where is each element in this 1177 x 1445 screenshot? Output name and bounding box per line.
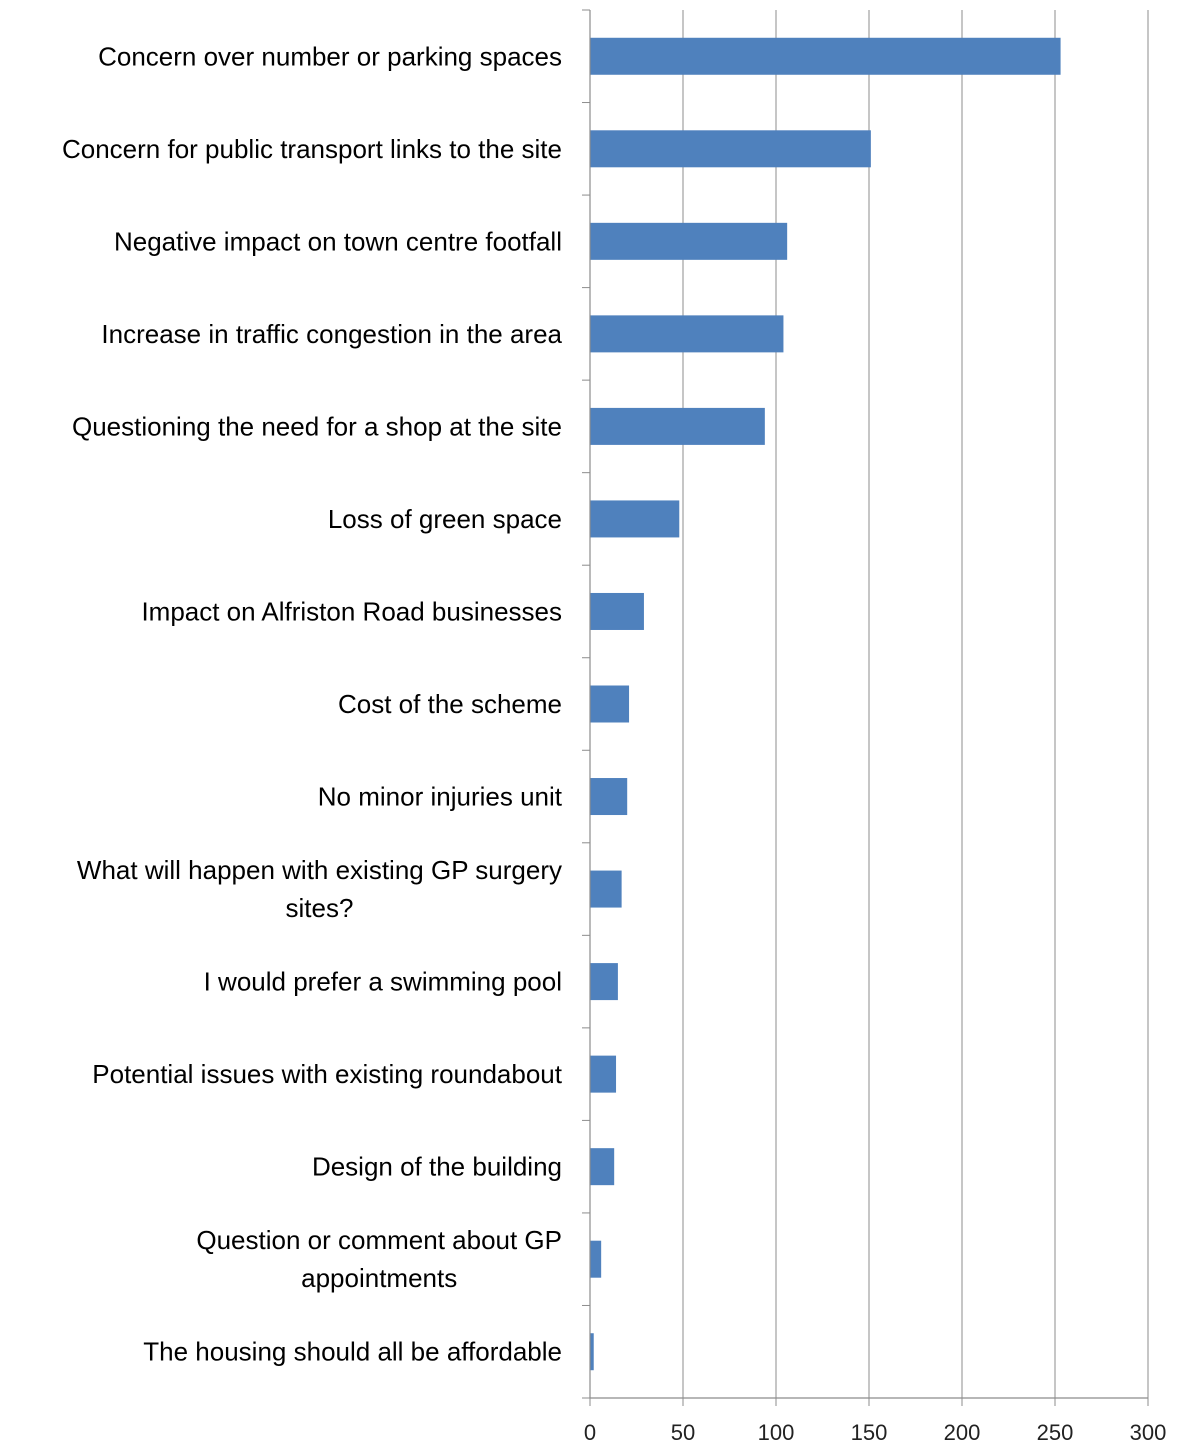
category-label: Questioning the need for a shop at the s…: [72, 411, 562, 441]
category-label: Design of the building: [312, 1152, 562, 1182]
axes: [582, 9, 1149, 1406]
category-label: Concern over number or parking spaces: [98, 41, 562, 71]
category-label: Potential issues with existing roundabou…: [92, 1059, 563, 1089]
category-label: Loss of green space: [328, 504, 562, 534]
bar: [590, 407, 765, 445]
bar: [590, 963, 618, 1001]
x-tick-label: 300: [1130, 1420, 1167, 1445]
category-label: Increase in traffic congestion in the ar…: [101, 319, 562, 349]
bar: [590, 222, 788, 260]
bar: [590, 130, 871, 168]
category-label: What will happen with existing GP surger…: [77, 855, 562, 885]
bar: [590, 592, 644, 630]
category-labels: Concern over number or parking spaces Con…: [62, 41, 563, 1366]
x-tick-label: 50: [671, 1420, 695, 1445]
category-label: Question or comment about GP: [196, 1225, 562, 1255]
x-tick-label: 150: [851, 1420, 888, 1445]
bar: [590, 1148, 615, 1186]
bar: [590, 1240, 602, 1278]
bar: [590, 778, 628, 816]
category-label: The housing should all be affordable: [143, 1337, 562, 1367]
x-tick-label: 250: [1037, 1420, 1074, 1445]
tick-labels: 0 50 100 150 200 250 300: [584, 1420, 1166, 1445]
category-label: I would prefer a swimming pool: [204, 967, 562, 997]
gridlines: [682, 10, 1149, 1398]
bar: [590, 37, 1061, 75]
x-tick-label: 0: [584, 1420, 596, 1445]
bar: [590, 315, 784, 353]
bar: [590, 685, 630, 723]
bars: [590, 37, 1061, 1371]
category-label: No minor injuries unit: [318, 782, 563, 812]
x-tick-label: 100: [758, 1420, 795, 1445]
category-label: Negative impact on town centre footfall: [114, 226, 562, 256]
category-label: Impact on Alfriston Road businesses: [141, 596, 562, 626]
category-label: appointments: [301, 1263, 457, 1293]
category-label: Cost of the scheme: [338, 689, 562, 719]
bar: [590, 1333, 594, 1371]
x-tick-label: 200: [944, 1420, 981, 1445]
category-label: sites?: [286, 893, 354, 923]
category-label: Concern for public transport links to th…: [62, 134, 562, 164]
bar: [590, 1055, 617, 1093]
bar: [590, 870, 622, 908]
bar: [590, 500, 680, 538]
